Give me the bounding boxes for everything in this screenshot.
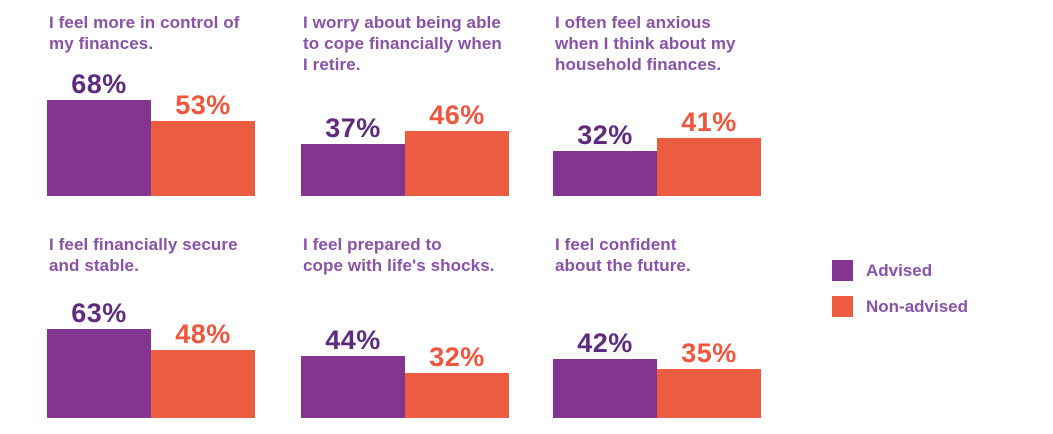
bar-non-advised <box>151 350 255 418</box>
bar-advised-value-label: 42% <box>577 328 633 358</box>
bar-advised <box>301 356 405 418</box>
bar-non-advised-value-label: 32% <box>429 342 485 372</box>
bar-pair: 68% 53% <box>47 46 255 196</box>
legend: Advised Non-advised <box>832 260 968 317</box>
bar-pair: 32% 41% <box>553 46 761 196</box>
bar-non-advised <box>151 121 255 196</box>
bar-non-advised <box>657 369 761 418</box>
chart-panel: I worry about being able to cope financia… <box>301 12 513 196</box>
panel-title: I feel more in control of my finances. <box>49 13 240 53</box>
panel-title: I feel financially secure and stable. <box>49 235 238 275</box>
bar-advised-value-label: 68% <box>71 69 127 99</box>
bar-non-advised <box>405 131 509 196</box>
bar-advised-value-label: 32% <box>577 120 633 150</box>
bar-non-advised-value-label: 46% <box>429 100 485 130</box>
bar-advised-value-label: 37% <box>325 113 381 143</box>
bar-advised <box>47 100 151 196</box>
panel-title: I often feel anxious when I think about m… <box>555 13 736 74</box>
panel-title: I feel confident about the future. <box>555 235 691 275</box>
bar-non-advised <box>405 373 509 418</box>
bar-advised <box>47 329 151 418</box>
bar-non-advised-value-label: 41% <box>681 107 737 137</box>
panel-title: I feel prepared to cope with life's shock… <box>303 235 495 275</box>
legend-label-non-advised: Non-advised <box>866 296 969 316</box>
bar-non-advised <box>657 138 761 196</box>
chart-panel: I feel confident about the future. 42% 35% <box>553 234 765 418</box>
bar-advised <box>301 144 405 196</box>
bar-advised <box>553 359 657 418</box>
legend-swatch-advised-icon <box>832 260 853 281</box>
bar-advised-value-label: 44% <box>325 325 381 355</box>
legend-swatch-non-advised-icon <box>832 296 853 317</box>
panel-title: I worry about being able to cope financia… <box>303 13 502 74</box>
legend-label-advised: Advised <box>866 260 933 280</box>
bar-pair: 63% 48% <box>47 268 255 418</box>
bar-pair: 42% 35% <box>553 268 761 418</box>
bar-advised <box>553 151 657 196</box>
legend-item-non-advised: Non-advised <box>832 296 968 317</box>
legend-item-advised: Advised <box>832 260 968 281</box>
chart-panel: I feel more in control of my finances. 68%… <box>47 12 259 196</box>
bar-pair: 37% 46% <box>301 46 509 196</box>
bar-non-advised-value-label: 53% <box>175 90 231 120</box>
bar-non-advised-value-label: 35% <box>681 338 737 368</box>
bar-non-advised-value-label: 48% <box>175 319 231 349</box>
bar-pair: 44% 32% <box>301 268 509 418</box>
chart-panel: I often feel anxious when I think about m… <box>553 12 765 196</box>
chart-panel: I feel prepared to cope with life's shock… <box>301 234 513 418</box>
chart-panel: I feel financially secure and stable. 63% 4… <box>47 234 259 418</box>
bar-advised-value-label: 63% <box>71 298 127 328</box>
